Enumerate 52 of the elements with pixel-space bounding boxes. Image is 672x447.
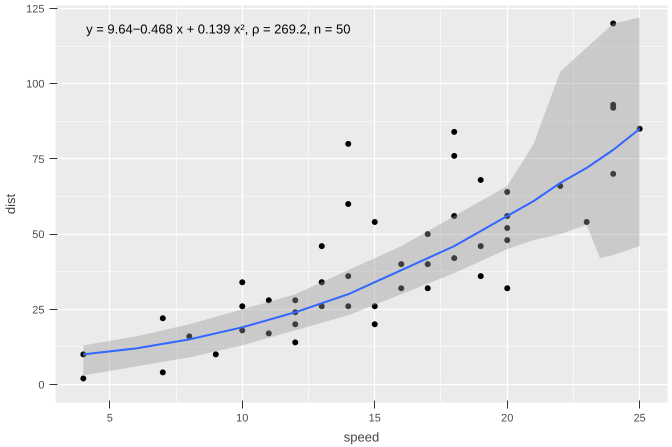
point [212, 351, 219, 358]
point [478, 273, 484, 280]
point [292, 339, 298, 346]
point [160, 369, 166, 376]
annotation: y = 9.64−0.468 x + 0.139 x², ρ = 269.2, n = 50 [86, 21, 350, 36]
point [239, 279, 246, 286]
point [504, 237, 510, 244]
point [451, 128, 458, 135]
point [239, 303, 246, 310]
point [292, 297, 298, 304]
point [266, 330, 272, 336]
x-tick-label: 5 [106, 412, 113, 424]
point [610, 170, 616, 177]
point [478, 176, 484, 183]
point [398, 261, 404, 268]
point [398, 285, 404, 292]
point [424, 261, 431, 268]
y-tick-label: 100 [26, 78, 45, 91]
point [345, 201, 352, 207]
y-axis-title: dist [3, 193, 18, 214]
point [345, 303, 352, 310]
point [160, 315, 166, 322]
point [372, 321, 378, 328]
point [504, 225, 510, 232]
point [478, 243, 484, 250]
y-tick-label: 25 [32, 304, 45, 316]
point [610, 20, 616, 27]
point [584, 219, 590, 226]
point [451, 213, 458, 220]
point [266, 297, 272, 304]
y-tick-label: 75 [32, 154, 45, 166]
y-tick-label: 0 [38, 379, 45, 392]
y-tick-label: 50 [32, 229, 45, 242]
point [504, 285, 510, 292]
point [318, 243, 325, 250]
point [424, 231, 431, 238]
point [372, 303, 378, 310]
x-tick-label: 25 [634, 412, 646, 424]
point [451, 255, 458, 262]
point [292, 321, 298, 328]
point [372, 219, 378, 226]
y-tick-label: 125 [26, 4, 45, 16]
x-axis-title: speed [344, 430, 380, 444]
point [345, 273, 352, 280]
point [424, 285, 431, 292]
x-tick-label: 15 [368, 412, 381, 424]
x-tick-label: 10 [236, 412, 248, 424]
x-tick-label: 20 [501, 412, 514, 424]
point [504, 188, 510, 195]
point [345, 140, 352, 147]
point [451, 152, 458, 159]
point [80, 375, 86, 382]
